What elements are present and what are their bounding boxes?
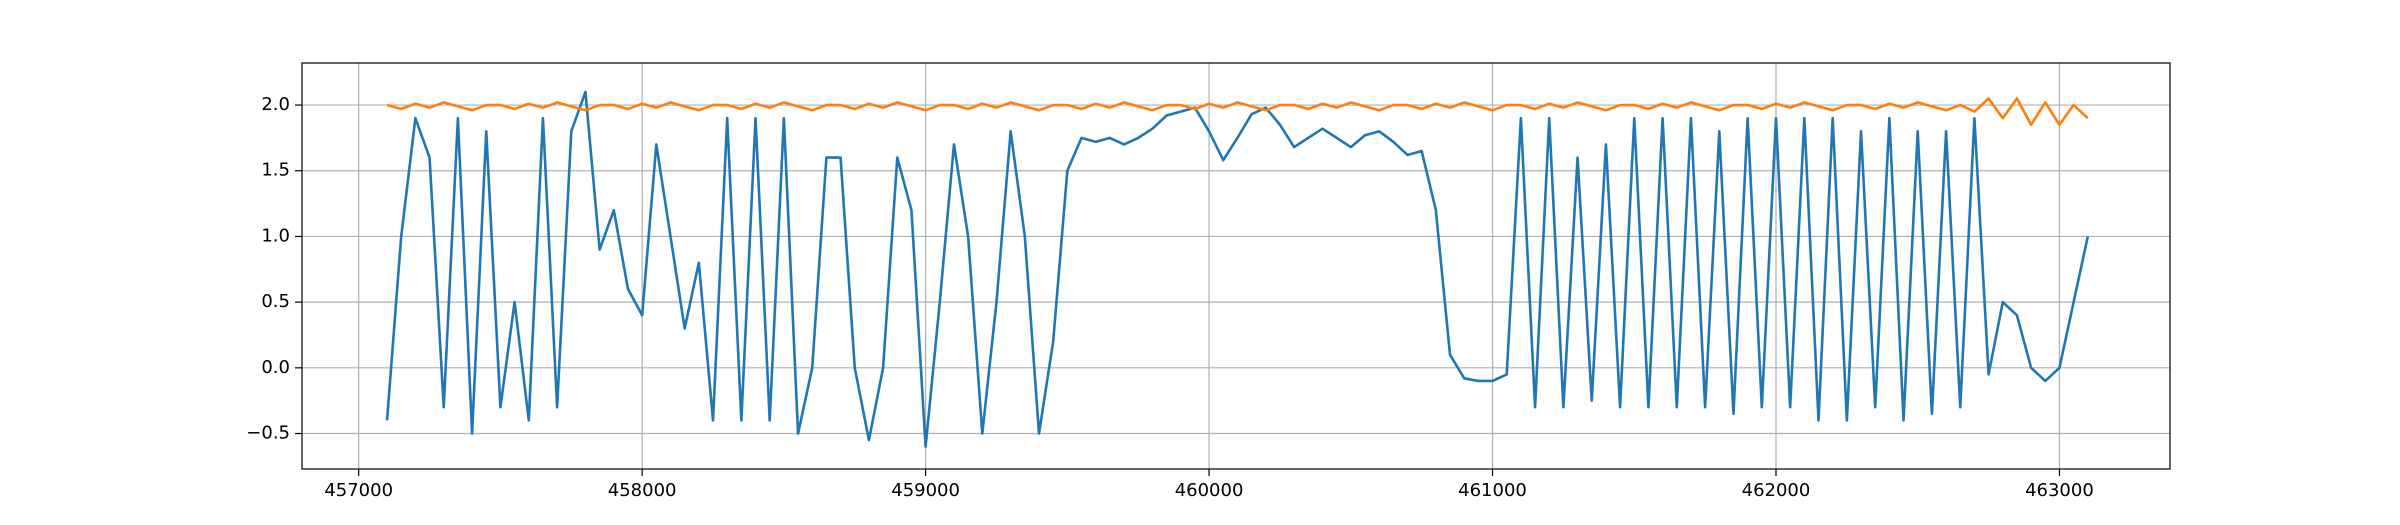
x-tick-label: 462000 — [1742, 480, 1811, 501]
y-tick-label: 0.0 — [261, 357, 290, 378]
y-tick-label: 1.5 — [261, 160, 290, 181]
y-tick-label: 1.0 — [261, 225, 290, 246]
lines — [385, 90, 2090, 448]
y-tick-label: 0.5 — [261, 291, 290, 312]
axes-frame — [301, 62, 2171, 470]
x-tick-label: 457000 — [324, 480, 393, 501]
x-tick-label: 460000 — [1175, 480, 1244, 501]
y-tick-label: 2.0 — [261, 94, 290, 115]
x-tick-label: 461000 — [1458, 480, 1527, 501]
ticks: 457000 458000 459000 460000 461000 462000 4630… — [246, 94, 2094, 501]
series-line — [386, 97, 2089, 127]
x-tick-label: 458000 — [608, 480, 677, 501]
x-tick-label: 459000 — [891, 480, 960, 501]
x-tick-label: 463000 — [2025, 480, 2094, 501]
y-tick-label: −0.5 — [246, 423, 290, 444]
series-line — [385, 90, 2090, 448]
